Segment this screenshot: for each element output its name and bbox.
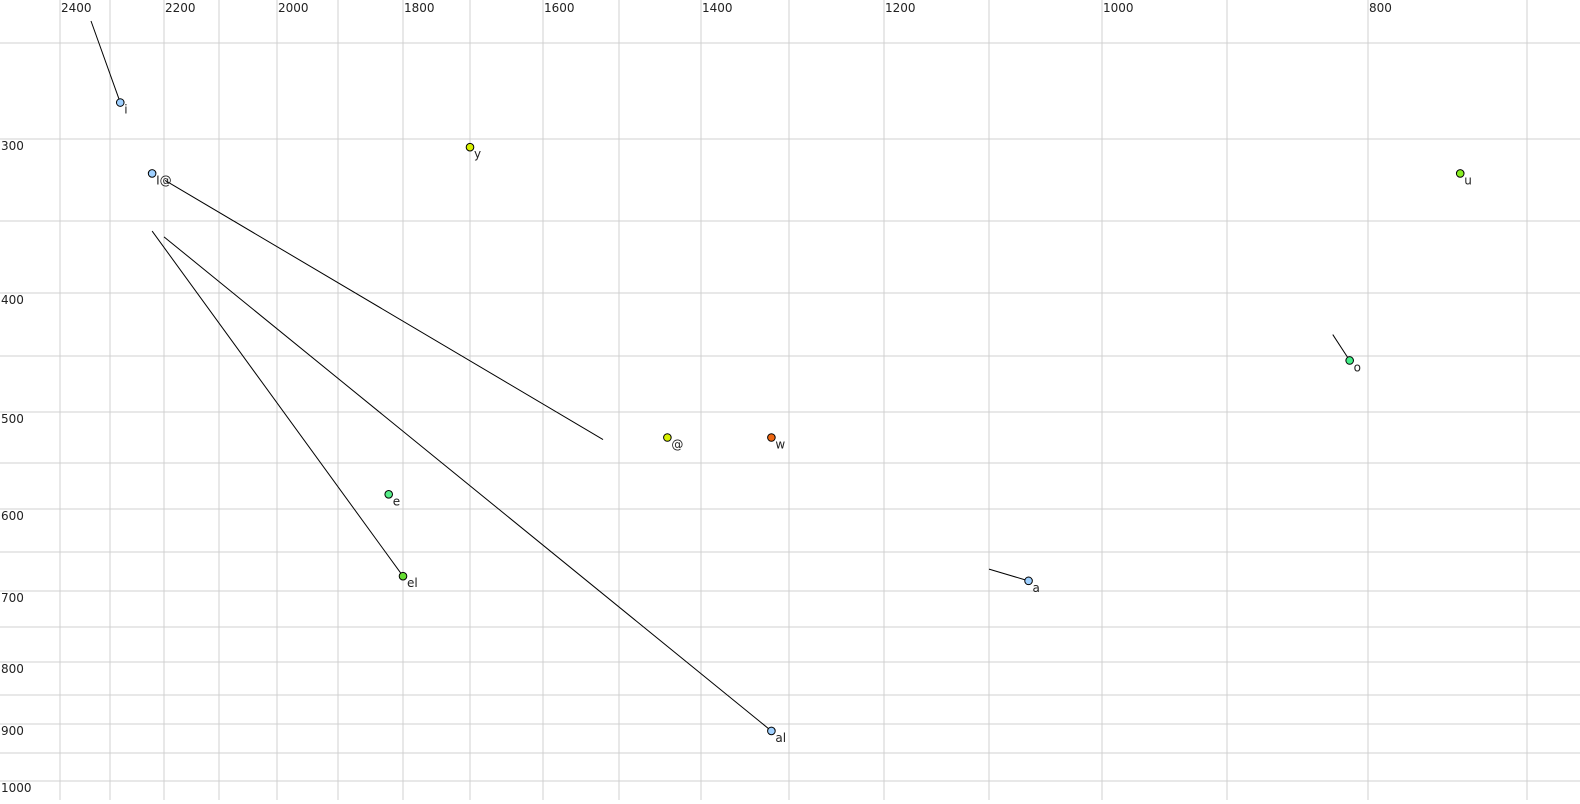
vowel-label: @ <box>671 438 683 452</box>
x-tick-label: 2400 <box>61 1 92 15</box>
vowel-label: o <box>1354 360 1361 374</box>
vowel-label: w <box>775 438 785 452</box>
vowel-point <box>384 489 394 499</box>
x-tick-label: 1800 <box>404 1 435 15</box>
y-tick-label: 800 <box>1 662 24 676</box>
vowel-label: a <box>1033 581 1040 595</box>
trajectory-line <box>151 230 404 577</box>
x-tick-label: 1600 <box>544 1 575 15</box>
trajectory-line <box>1332 334 1351 361</box>
y-tick-label: 700 <box>1 591 24 605</box>
x-tick-label: 2000 <box>278 1 309 15</box>
vowel-label: y <box>474 147 481 161</box>
x-tick-label: 800 <box>1369 1 1392 15</box>
y-tick-label: 600 <box>1 509 24 523</box>
vowel-point <box>1455 169 1465 178</box>
vowel-point <box>465 142 475 152</box>
x-tick-label: 1400 <box>702 1 733 15</box>
vowel-point <box>115 98 125 107</box>
vowel-point <box>767 433 776 442</box>
trajectory-line <box>90 20 121 103</box>
vowel-point <box>398 571 408 581</box>
x-tick-label: 2200 <box>165 1 196 15</box>
x-tick-label: 1000 <box>1103 1 1134 15</box>
x-tick-label: 1200 <box>885 1 916 15</box>
y-tick-label: 1000 <box>1 781 32 795</box>
vowel-label: el <box>407 576 418 590</box>
trajectory-line <box>163 236 772 732</box>
vowel-label: e <box>393 494 400 508</box>
y-tick-label: 500 <box>1 412 24 426</box>
vowel-label: al <box>775 731 786 745</box>
trajectory-line <box>988 568 1029 582</box>
vowel-point <box>1345 356 1354 365</box>
y-tick-label: 400 <box>1 293 24 307</box>
vowel-label: u <box>1464 173 1472 187</box>
vowel-point <box>767 726 776 736</box>
y-tick-label: 900 <box>1 724 24 738</box>
vowel-point <box>663 433 672 442</box>
y-tick-label: 300 <box>1 139 24 153</box>
vowel-label: I@ <box>156 173 172 187</box>
vowel-label: i <box>124 103 127 117</box>
trajectory-line <box>164 180 604 440</box>
vowel-point <box>1024 576 1033 586</box>
vowel-point <box>147 169 157 178</box>
